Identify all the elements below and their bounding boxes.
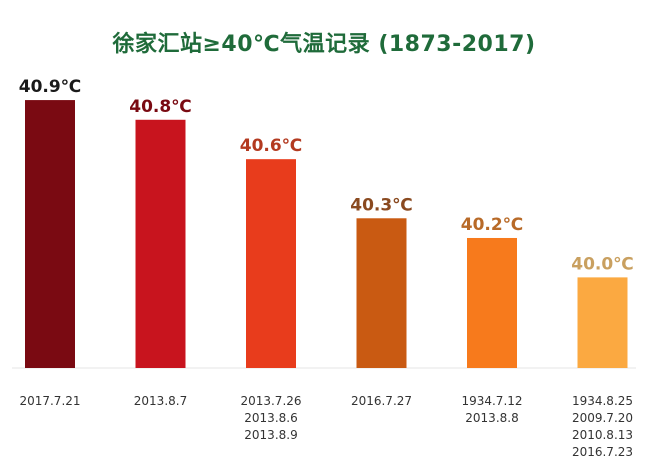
bar xyxy=(467,237,517,368)
category-date-label: 2013.8.8 xyxy=(465,411,518,425)
bar xyxy=(246,159,296,368)
bar xyxy=(356,218,407,368)
category-date-label: 2010.8.13 xyxy=(572,428,633,442)
bar xyxy=(25,100,75,368)
bar-value-label: 40.6℃ xyxy=(240,136,303,156)
bar-value-label: 40.0℃ xyxy=(571,254,634,274)
bar-value-label: 40.2℃ xyxy=(461,215,524,235)
category-date-label: 2017.7.21 xyxy=(19,394,80,408)
bar xyxy=(577,277,628,368)
bar xyxy=(135,119,186,368)
category-date-label: 1934.7.12 xyxy=(461,394,522,408)
bar-value-label: 40.8℃ xyxy=(129,97,192,117)
category-date-label: 2013.7.26 xyxy=(240,394,301,408)
category-date-label: 2013.8.6 xyxy=(244,411,297,425)
category-date-label: 2009.7.20 xyxy=(572,411,633,425)
chart-title: 徐家汇站≥40℃气温记录 (1873-2017) xyxy=(112,32,536,57)
category-date-label: 2016.7.27 xyxy=(351,394,412,408)
category-date-label: 2013.8.7 xyxy=(134,394,187,408)
category-date-label: 1934.8.25 xyxy=(572,394,633,408)
bar-value-label: 40.3℃ xyxy=(350,195,413,215)
bar-value-label: 40.9℃ xyxy=(19,77,82,97)
category-date-label: 2016.7.23 xyxy=(572,445,633,459)
category-date-label: 2013.8.9 xyxy=(244,428,297,442)
